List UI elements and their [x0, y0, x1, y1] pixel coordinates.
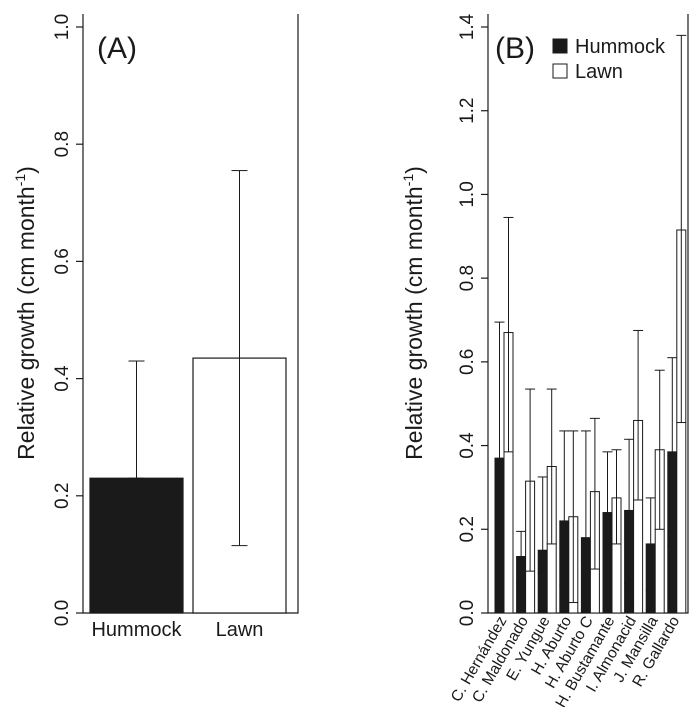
- panel-b: (B) Relative growth (cm month-1) 0.00.20…: [400, 13, 689, 707]
- y-tick-label: 1.2: [457, 98, 478, 124]
- x-tick-label: Lawn: [216, 619, 264, 641]
- panel-a-y-axis: 0.0 0.2 0.4 0.6 0.8 1.0: [52, 14, 83, 626]
- y-tick-label: 0.2: [52, 483, 73, 509]
- y-tick-label: 0.8: [52, 131, 73, 157]
- y-tick-label: 0.4: [52, 365, 73, 392]
- y-tick-label: 0.2: [457, 516, 478, 542]
- panel-b-y-axis-label: Relative growth (cm month-1): [400, 166, 427, 460]
- panel-a-tag: (A): [97, 32, 137, 65]
- panel-a-frame: [82, 14, 299, 614]
- bar-hummock: [89, 477, 184, 614]
- y-tick-label: 0.6: [457, 349, 478, 375]
- x-tick-label: Hummock: [91, 619, 182, 641]
- panel-b-bars: [494, 34, 687, 614]
- y-tick-label: 0.6: [52, 248, 73, 274]
- legend-swatch-hummock: [552, 38, 568, 54]
- y-tick-label: 0.0: [52, 600, 73, 626]
- y-tick-label: 0.0: [457, 600, 478, 626]
- legend-swatch-lawn: [552, 63, 568, 79]
- y-tick-label: 0.4: [457, 432, 478, 459]
- panel-a-x-tick-labels: Hummock Lawn: [91, 619, 263, 641]
- y-tick-label: 1.0: [457, 181, 478, 207]
- panel-b-y-axis: 0.0 0.2 0.4 0.6 0.8 1.0 1.2 1.4: [457, 13, 488, 626]
- y-tick-label: 1.4: [457, 13, 478, 40]
- panel-a: (A) Relative growth (cm month-1) 0.00.20…: [12, 14, 299, 641]
- y-tick-label: 0.8: [457, 265, 478, 291]
- legend-label-lawn: Lawn: [575, 61, 623, 83]
- panel-b-tag: (B): [495, 32, 535, 65]
- y-tick-label: 1.0: [52, 14, 73, 40]
- panel-a-bars: [89, 170, 287, 614]
- panel-b-legend: Hummock Lawn: [552, 36, 666, 83]
- panel-a-y-axis-label: Relative growth (cm month-1): [12, 166, 39, 460]
- legend-label-hummock: Hummock: [575, 36, 666, 58]
